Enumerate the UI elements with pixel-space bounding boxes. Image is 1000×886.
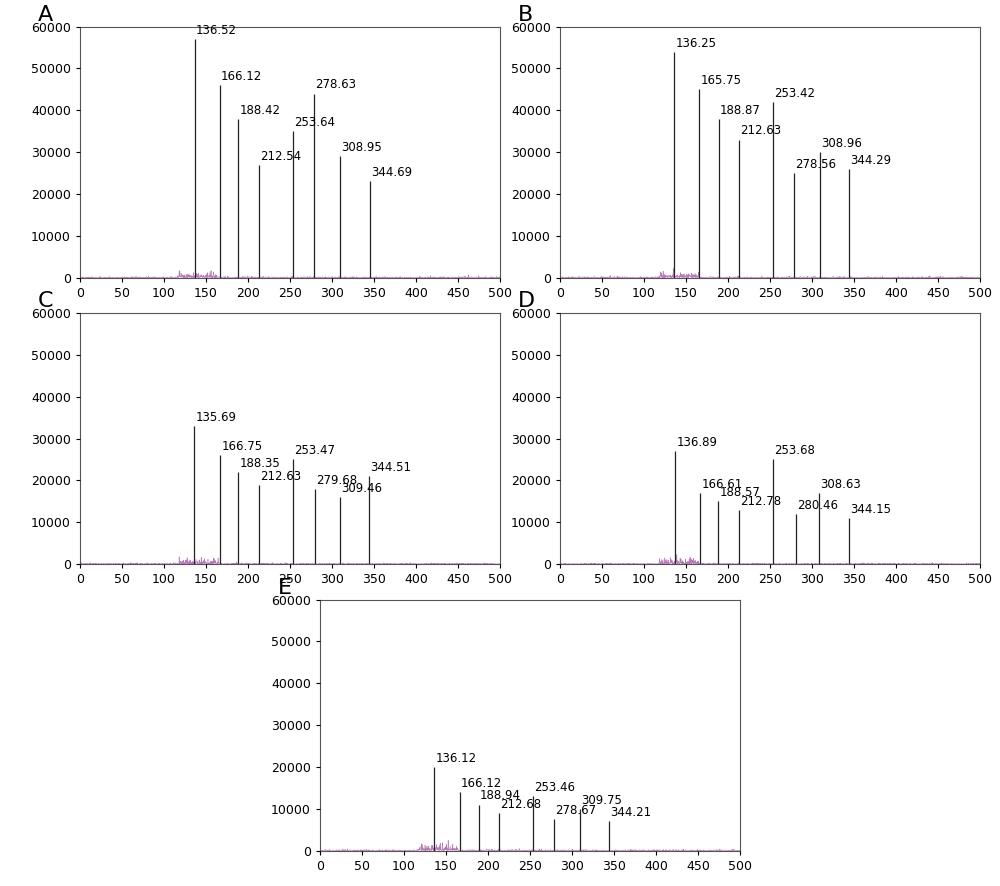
Text: 253.47: 253.47: [294, 445, 335, 457]
Text: 166.61: 166.61: [701, 478, 742, 491]
Text: 136.25: 136.25: [676, 36, 717, 50]
Text: 253.68: 253.68: [774, 445, 815, 457]
Text: 188.57: 188.57: [720, 486, 761, 499]
Text: C: C: [38, 291, 54, 311]
Text: 188.87: 188.87: [720, 104, 761, 117]
Text: 344.69: 344.69: [371, 167, 412, 179]
Text: 212.78: 212.78: [740, 494, 781, 508]
Text: 212.63: 212.63: [740, 124, 781, 137]
Text: 212.54: 212.54: [260, 150, 301, 162]
Text: 308.63: 308.63: [821, 478, 861, 491]
Text: 253.46: 253.46: [534, 781, 575, 794]
Text: B: B: [518, 4, 533, 25]
Text: 188.94: 188.94: [480, 789, 521, 803]
Text: 278.63: 278.63: [315, 79, 356, 91]
Text: D: D: [518, 291, 535, 311]
Text: E: E: [278, 578, 292, 598]
Text: 253.64: 253.64: [294, 116, 335, 129]
Text: 308.95: 308.95: [341, 141, 382, 154]
Text: 280.46: 280.46: [797, 499, 838, 512]
Text: 212.68: 212.68: [500, 797, 541, 811]
Text: 309.75: 309.75: [581, 794, 622, 806]
Text: 136.89: 136.89: [676, 436, 717, 449]
Text: 212.63: 212.63: [260, 470, 301, 483]
Text: 165.75: 165.75: [700, 74, 741, 87]
Text: 136.52: 136.52: [196, 24, 237, 37]
Text: 188.35: 188.35: [239, 457, 280, 470]
Text: 188.42: 188.42: [240, 104, 281, 117]
Text: 166.12: 166.12: [221, 70, 262, 83]
Text: 309.46: 309.46: [341, 482, 382, 495]
Text: 344.51: 344.51: [371, 461, 412, 474]
Text: 278.56: 278.56: [795, 158, 836, 171]
Text: 135.69: 135.69: [195, 411, 236, 424]
Text: 344.29: 344.29: [850, 154, 892, 167]
Text: 166.12: 166.12: [461, 777, 502, 790]
Text: 253.42: 253.42: [774, 87, 815, 100]
Text: 279.68: 279.68: [316, 474, 357, 486]
Text: 344.15: 344.15: [850, 503, 891, 516]
Text: 344.21: 344.21: [610, 806, 652, 820]
Text: A: A: [38, 4, 53, 25]
Text: 278.67: 278.67: [555, 804, 596, 817]
Text: 136.12: 136.12: [436, 752, 477, 765]
Text: 308.96: 308.96: [821, 137, 862, 150]
Text: 166.75: 166.75: [221, 440, 262, 454]
